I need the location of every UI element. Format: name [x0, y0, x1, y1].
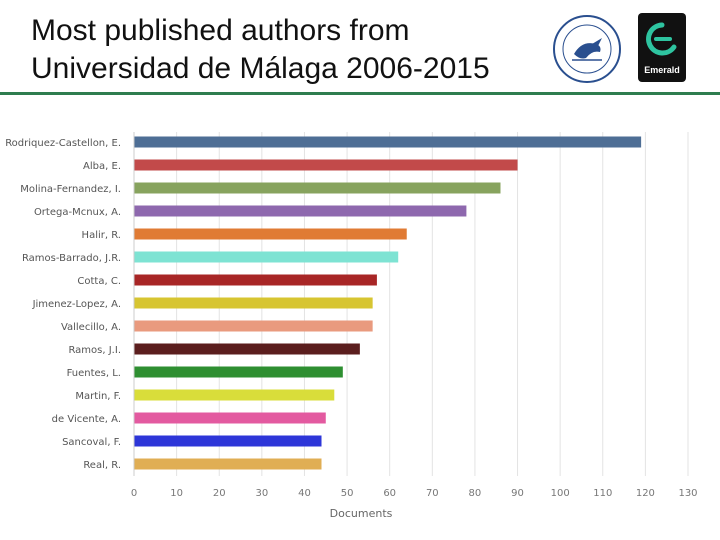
bar [134, 297, 373, 309]
y-category-label: de Vicente, A. [52, 414, 121, 425]
bar [134, 366, 343, 378]
bar [134, 343, 360, 355]
title-line-2: Universidad de Málaga 2006-2015 [31, 52, 490, 85]
y-category-label: Ramos, J.I. [68, 345, 121, 356]
y-category-label: Halir, R. [82, 230, 121, 241]
bar [134, 159, 518, 171]
y-category-label: Martin, F. [75, 391, 121, 402]
y-category-label: Jimenez-Lopez, A. [32, 299, 121, 310]
x-tick-label: 70 [426, 488, 439, 499]
x-tick-label: 20 [213, 488, 226, 499]
y-category-label: Ramos-Barrado, J.R. [22, 253, 121, 264]
slide-title: Most published authors from Universidad … [31, 12, 551, 88]
x-tick-label: 120 [636, 488, 655, 499]
y-category-label: Cotta, C. [77, 276, 121, 287]
bar [134, 389, 335, 401]
x-tick-label: 60 [383, 488, 396, 499]
emerald-logo-icon: Emerald [638, 13, 686, 82]
y-category-label: Vallecillo, A. [61, 322, 121, 333]
bar [134, 320, 373, 332]
bar [134, 136, 642, 148]
x-tick-label: 130 [678, 488, 697, 499]
y-category-label: Alba, E. [83, 161, 121, 172]
bar [134, 182, 501, 194]
x-tick-label: 30 [255, 488, 268, 499]
bar [134, 412, 326, 424]
bar [134, 274, 377, 286]
x-tick-label: 10 [170, 488, 183, 499]
y-category-label: Rodriquez-Castellon, E. [5, 138, 121, 149]
bar [134, 458, 322, 470]
y-category-label: Molina-Fernandez, I. [20, 184, 121, 195]
x-tick-label: 110 [593, 488, 612, 499]
x-tick-label: 100 [551, 488, 570, 499]
y-category-label: Real, R. [83, 460, 121, 471]
bar [134, 435, 322, 447]
title-rule [0, 92, 720, 95]
y-category-label: Ortega-Mcnux, A. [34, 207, 121, 218]
x-tick-label: 90 [511, 488, 524, 499]
bar [134, 228, 407, 240]
x-axis-title: Documents [330, 507, 393, 520]
x-tick-label: 80 [469, 488, 482, 499]
title-line-1: Most published authors from [31, 14, 410, 47]
x-tick-label: 40 [298, 488, 311, 499]
y-category-label: Fuentes, L. [67, 368, 121, 379]
university-seal-icon [552, 14, 622, 84]
x-tick-label: 0 [131, 488, 137, 499]
bar-chart: 0 10 20 30 40 50 60 70 80 90 100 110 120 130 Rodriquez… [5, 132, 698, 520]
bar [134, 205, 467, 217]
emerald-logo-word: Emerald [644, 65, 680, 75]
bar [134, 251, 399, 263]
x-tick-label: 50 [341, 488, 354, 499]
y-category-label: Sancoval, F. [62, 437, 121, 448]
